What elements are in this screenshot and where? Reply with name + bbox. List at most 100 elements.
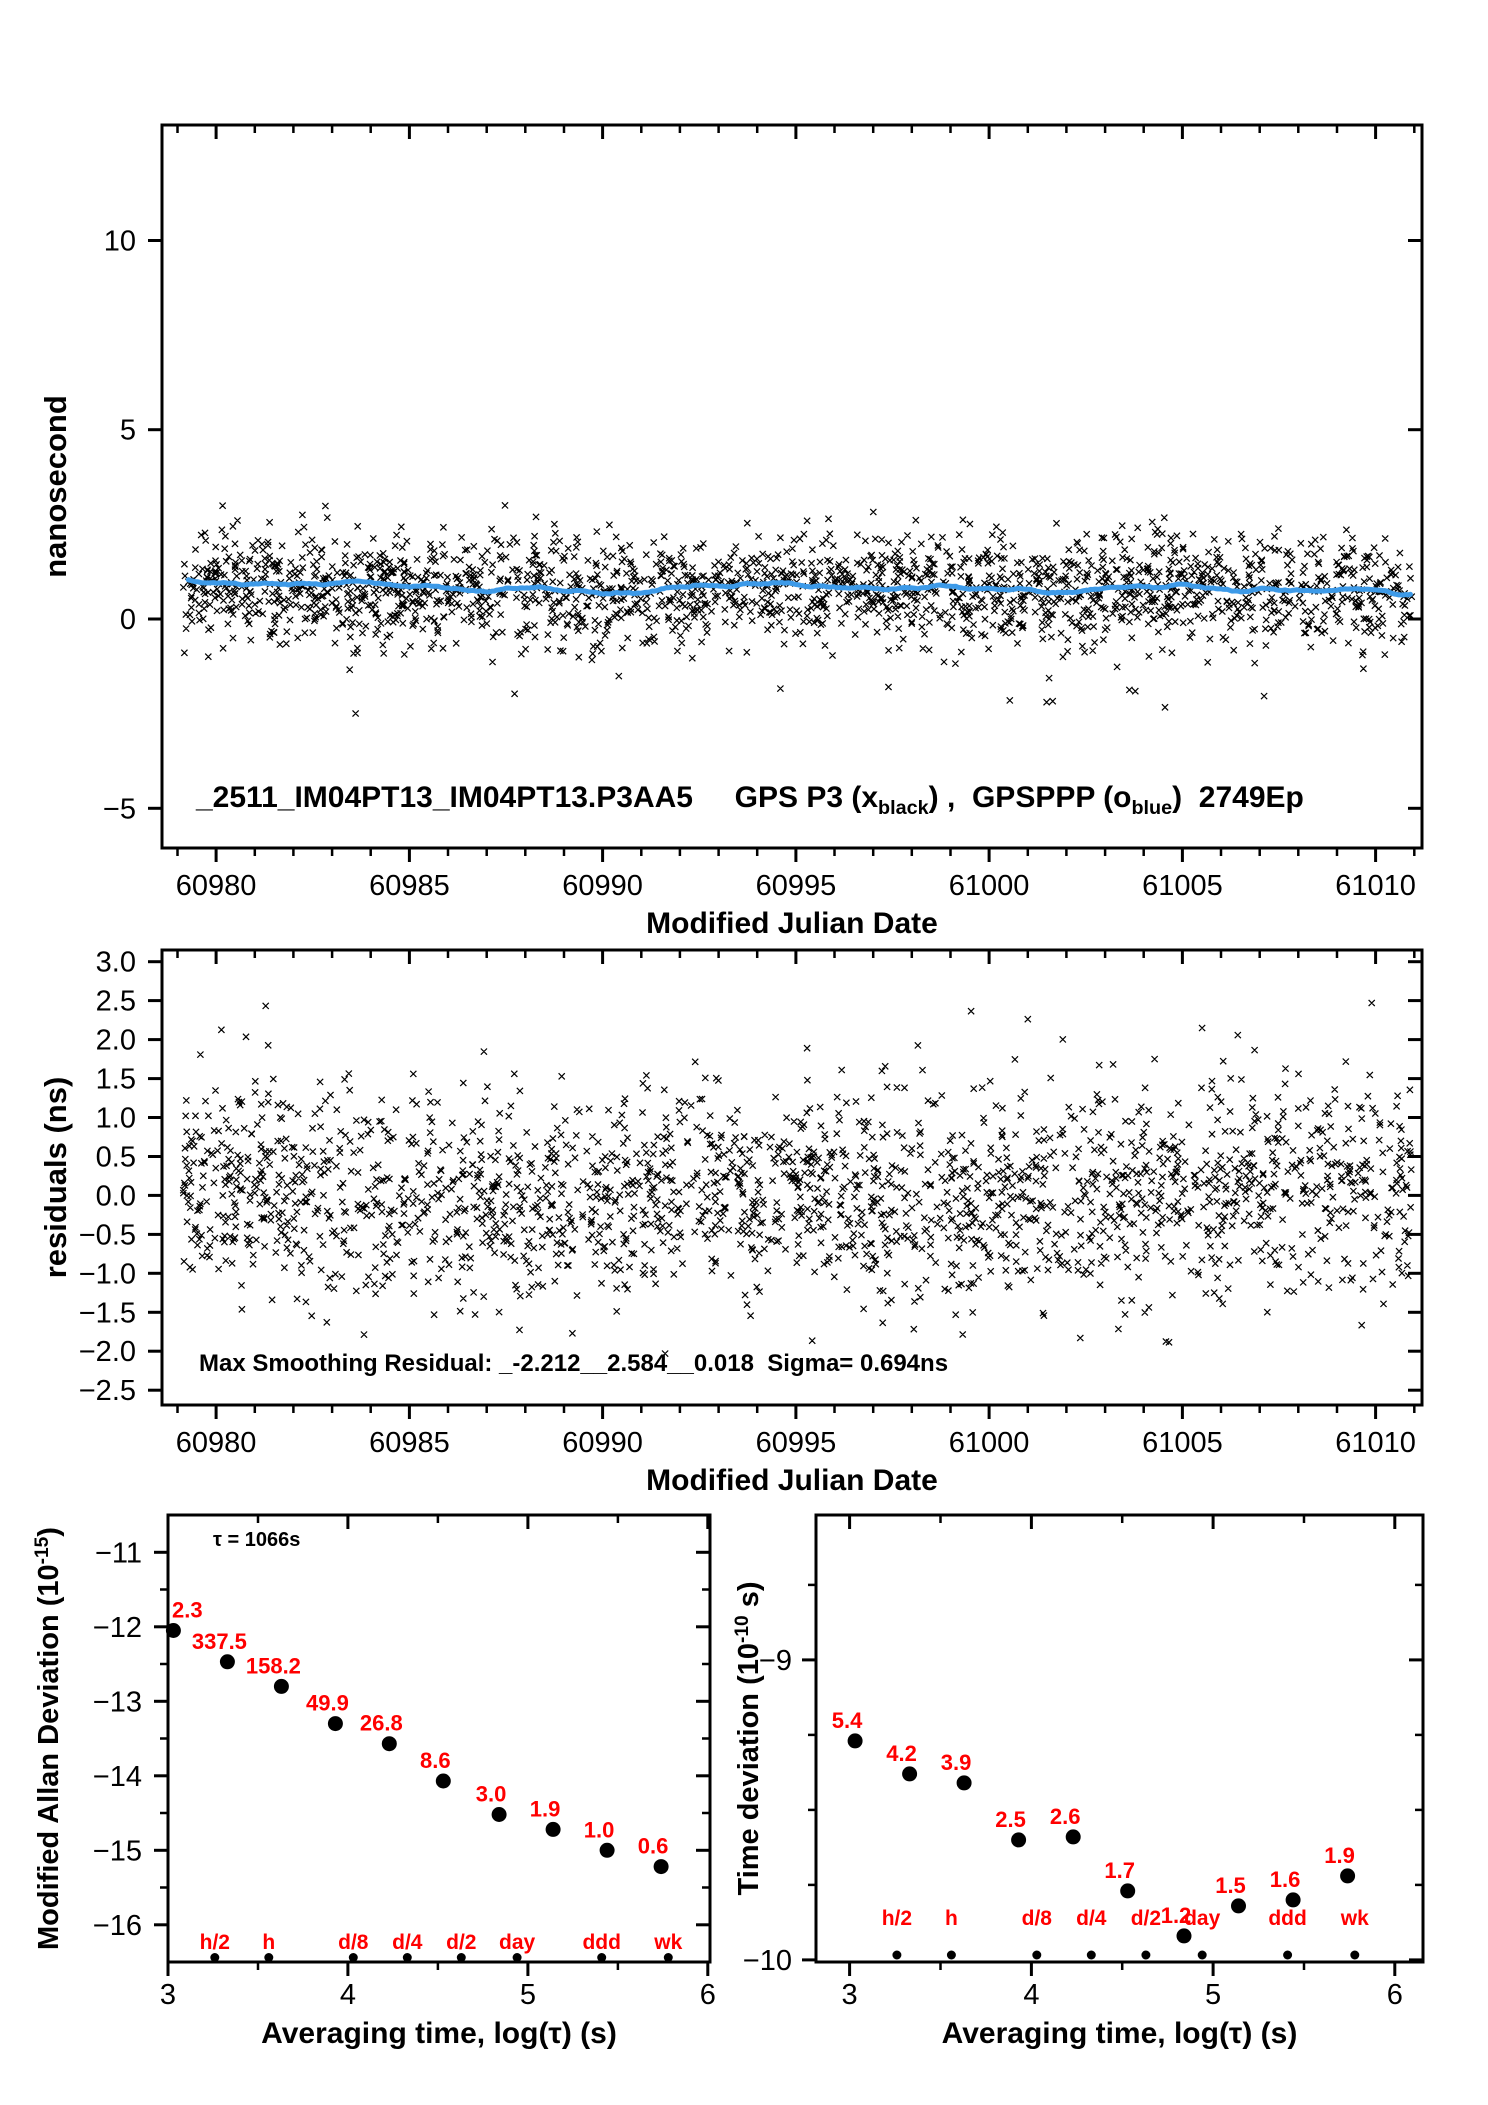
point-value-label: 0.6 — [638, 1834, 669, 1859]
x-axis-title: Averaging time, log(τ) (s) — [942, 2017, 1298, 2050]
plot-frame — [166, 1513, 712, 1964]
averaging-interval-label: d/8 — [338, 1931, 369, 1954]
averaging-interval-label: h/2 — [882, 1907, 912, 1930]
data-point — [435, 1773, 451, 1789]
data-point — [327, 1716, 343, 1732]
averaging-interval-label: day — [499, 1931, 536, 1954]
point-value-label: 1.0 — [584, 1817, 615, 1842]
data-point — [1176, 1928, 1192, 1944]
x-tick-label: 60990 — [562, 870, 643, 902]
y-tick-label: 3.0 — [96, 947, 136, 979]
averaging-interval-mark — [456, 1953, 466, 1962]
data-point — [1340, 1868, 1356, 1884]
data-point — [1065, 1829, 1081, 1845]
x-tick-label: 3 — [842, 1979, 858, 2011]
averaging-interval-mark — [348, 1953, 358, 1962]
x-tick-label: 5 — [1205, 1979, 1221, 2011]
averaging-interval-label: h — [945, 1907, 958, 1930]
y-tick-label: 0 — [120, 604, 136, 636]
y-tick-label: −15 — [93, 1835, 142, 1867]
y-tick-label: −1.5 — [79, 1297, 136, 1329]
point-value-label: 1.2 — [1161, 1903, 1192, 1928]
max-smoothing-residual-annotation: Max Smoothing Residual: _-2.212__2.584__… — [199, 1350, 948, 1377]
averaging-interval-mark — [1283, 1950, 1293, 1960]
data-point — [165, 1623, 181, 1638]
averaging-interval-mark — [597, 1953, 607, 1962]
y-axis-title: nanosecond — [38, 395, 73, 578]
averaging-interval-label: d/2 — [446, 1931, 476, 1954]
y-tick-label: −1.0 — [79, 1258, 136, 1290]
y-tick-label: −5 — [103, 793, 136, 825]
averaging-interval-label: d/4 — [392, 1931, 423, 1954]
y-axis-title: Time deviation (10-10​ s) — [732, 1582, 765, 1896]
point-value-label: 5.4 — [832, 1708, 863, 1733]
data-point — [219, 1654, 235, 1670]
scatter-residuals — [179, 999, 1415, 1358]
panel-time-deviation: 5.4 4.2 3.9 2.5 2.6 1.7 1.2 1.5 1.6 1.9 h/2 h d/8 d/4… — [732, 1513, 1425, 2050]
y-tick-label: 5 — [120, 415, 136, 447]
smoothed-line-gpsppp-smoothed — [185, 577, 1413, 598]
y-axis-title: Modified Allan Deviation (10-15​) — [32, 1527, 65, 1950]
point-value-label: 1.7 — [1104, 1858, 1135, 1883]
y-tick-label: −9 — [759, 1645, 792, 1677]
averaging-interval-label: d/4 — [1076, 1907, 1107, 1930]
data-point — [1285, 1892, 1301, 1908]
plot-frame — [160, 948, 1424, 1407]
point-value-label: 337.5 — [192, 1629, 247, 1654]
averaging-interval-mark — [1086, 1950, 1096, 1960]
data-point — [491, 1807, 507, 1822]
data-point — [273, 1678, 289, 1694]
x-tick-label: 60980 — [176, 1427, 257, 1459]
averaging-interval-mark — [1197, 1950, 1207, 1960]
y-tick-label: 0.5 — [96, 1142, 136, 1174]
averaging-interval-label: ddd — [1268, 1907, 1306, 1930]
x-tick-label: 60990 — [562, 1427, 643, 1459]
point-value-label: 3.0 — [476, 1782, 507, 1807]
point-value-label: 4.2 — [886, 1741, 917, 1766]
data-point — [599, 1842, 615, 1858]
averaging-interval-label: h — [262, 1931, 275, 1954]
averaging-interval-mark — [892, 1950, 902, 1960]
y-tick-label: 0.0 — [96, 1180, 136, 1212]
y-tick-label: 2.0 — [96, 1025, 136, 1057]
averaging-interval-label: d/2 — [1131, 1907, 1161, 1930]
point-value-label: 49.9 — [306, 1691, 349, 1716]
data-point — [545, 1821, 561, 1837]
data-point — [902, 1766, 918, 1782]
x-tick-label: 61000 — [949, 1427, 1030, 1459]
x-tick-label: 4 — [1023, 1979, 1039, 2011]
data-point — [1011, 1832, 1027, 1848]
averaging-interval-label: ddd — [582, 1931, 620, 1954]
x-tick-label: 61010 — [1335, 870, 1416, 902]
panel-gps-link-comparison: 60980 60985 60990 60995 61000 61005 61010 10 5 0 −… — [38, 123, 1424, 940]
x-tick-label: 6 — [1387, 1979, 1403, 2011]
point-value-label: 1.6 — [1270, 1867, 1301, 1892]
x-axis-title: Modified Julian Date — [646, 907, 938, 940]
plot-frame — [160, 123, 1424, 850]
tau-annotation: τ = 1066s — [213, 1529, 300, 1551]
data-point — [847, 1733, 863, 1749]
x-tick-label: 61005 — [1142, 870, 1223, 902]
x-tick-label: 60995 — [756, 1427, 837, 1459]
data-point — [956, 1775, 972, 1791]
averaging-interval-label: d/8 — [1022, 1907, 1053, 1930]
x-tick-label: 4 — [340, 1979, 356, 2011]
x-tick-label: 60980 — [176, 870, 257, 902]
averaging-interval-label: h/2 — [200, 1931, 230, 1954]
point-value-label: 1.9 — [530, 1796, 561, 1821]
y-tick-label: −13 — [93, 1686, 142, 1718]
data-point — [1120, 1883, 1136, 1899]
averaging-interval-mark — [1350, 1950, 1360, 1960]
plot-frame — [814, 1513, 1425, 1964]
panel-smoothing-residuals: 60980 60985 60990 60995 61000 61005 61010 3.0 2.… — [38, 947, 1424, 1497]
x-axis-title: Modified Julian Date — [646, 1464, 938, 1497]
y-tick-label: −11 — [95, 1537, 142, 1569]
x-tick-label: 60985 — [369, 1427, 450, 1459]
x-tick-label: 6 — [700, 1979, 716, 2011]
x-tick-label: 61005 — [1142, 1427, 1223, 1459]
y-tick-label: −10 — [743, 1945, 792, 1977]
y-axis-title: residuals (ns) — [38, 1077, 73, 1279]
